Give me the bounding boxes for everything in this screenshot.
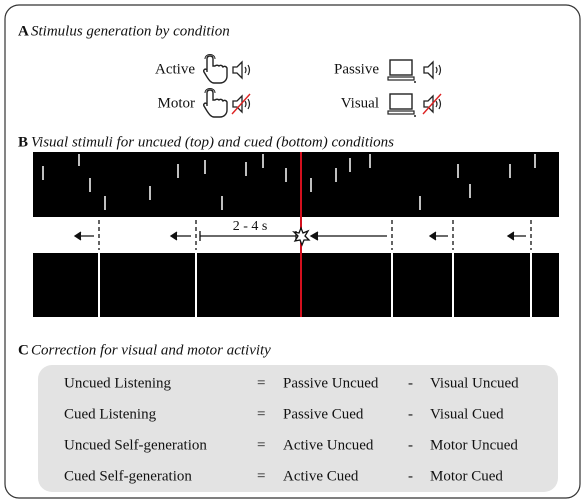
panel-letter: B [18, 134, 28, 150]
condition-label: Motor [158, 95, 196, 111]
interval-label: 2 - 4 s [233, 219, 268, 234]
uncued-strip [33, 152, 559, 217]
term: Motor Uncued [430, 437, 518, 453]
panel-title: Visual stimuli for uncued (top) and cued… [31, 134, 394, 150]
minus: - [408, 468, 413, 484]
cued-strip [33, 253, 559, 317]
cued-flashes [98, 253, 532, 317]
term: Active Uncued [283, 437, 374, 453]
equals: = [257, 437, 265, 453]
condition-label: Visual [341, 95, 379, 111]
equals: = [257, 406, 265, 422]
equals: = [257, 468, 265, 484]
equals: = [257, 375, 265, 391]
panel-letter: A [18, 23, 29, 39]
term: Passive Cued [283, 406, 364, 422]
condition-label: Active [155, 61, 195, 77]
panel-title: Correction for visual and motor activity [31, 342, 271, 358]
condition-label: Passive [334, 61, 379, 77]
cue-arrows [73, 220, 532, 250]
row-label: Cued Listening [64, 406, 157, 422]
term: Passive Uncued [283, 375, 379, 391]
row-label: Cued Self-generation [64, 468, 192, 484]
term: Active Cued [283, 468, 359, 484]
minus: - [408, 437, 413, 453]
table-box [38, 365, 558, 492]
term: Motor Cued [430, 468, 503, 484]
row-label: Uncued Self-generation [64, 437, 207, 453]
term: Visual Uncued [430, 375, 519, 391]
panel-letter: C [18, 342, 29, 358]
uncued-flashes [42, 154, 536, 210]
minus: - [408, 375, 413, 391]
row-label: Uncued Listening [64, 375, 172, 391]
term: Visual Cued [430, 406, 504, 422]
panel-title: Stimulus generation by condition [31, 23, 230, 39]
minus: - [408, 406, 413, 422]
